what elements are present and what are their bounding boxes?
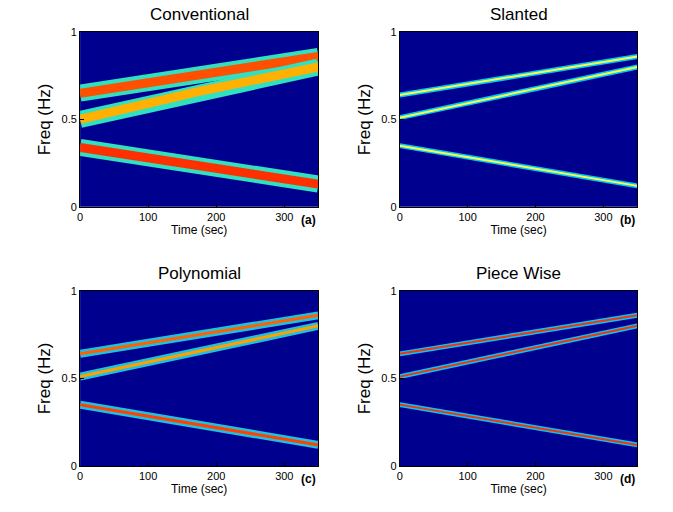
svg-text:100: 100 bbox=[139, 211, 157, 223]
svg-text:0: 0 bbox=[390, 460, 396, 472]
svg-text:0: 0 bbox=[397, 211, 403, 223]
svg-text:Freq (Hz): Freq (Hz) bbox=[355, 342, 374, 414]
svg-text:Slanted: Slanted bbox=[490, 5, 548, 24]
svg-text:200: 200 bbox=[526, 470, 544, 482]
svg-text:1: 1 bbox=[71, 26, 77, 38]
svg-text:100: 100 bbox=[139, 470, 157, 482]
svg-text:Time (sec): Time (sec) bbox=[171, 223, 227, 237]
svg-text:1: 1 bbox=[71, 285, 77, 297]
svg-text:0.5: 0.5 bbox=[381, 372, 396, 384]
svg-text:(a): (a) bbox=[301, 213, 316, 227]
svg-text:300: 300 bbox=[275, 470, 293, 482]
svg-text:0.5: 0.5 bbox=[381, 113, 396, 125]
svg-text:Time (sec): Time (sec) bbox=[490, 482, 546, 496]
svg-text:Freq (Hz): Freq (Hz) bbox=[35, 84, 54, 156]
svg-text:(d): (d) bbox=[620, 472, 635, 486]
svg-text:0: 0 bbox=[71, 201, 77, 213]
svg-text:0: 0 bbox=[77, 470, 83, 482]
svg-text:Piece Wise: Piece Wise bbox=[476, 264, 561, 283]
svg-text:0: 0 bbox=[397, 470, 403, 482]
svg-text:300: 300 bbox=[275, 211, 293, 223]
svg-text:0.5: 0.5 bbox=[62, 372, 77, 384]
svg-text:Time (sec): Time (sec) bbox=[171, 482, 227, 496]
svg-text:300: 300 bbox=[594, 470, 612, 482]
svg-text:Conventional: Conventional bbox=[150, 5, 249, 24]
svg-text:300: 300 bbox=[594, 211, 612, 223]
svg-text:100: 100 bbox=[458, 470, 476, 482]
svg-text:Polynomial: Polynomial bbox=[158, 264, 241, 283]
svg-text:0: 0 bbox=[77, 211, 83, 223]
svg-text:200: 200 bbox=[526, 211, 544, 223]
svg-text:200: 200 bbox=[207, 470, 225, 482]
svg-text:Time (sec): Time (sec) bbox=[490, 223, 546, 237]
svg-text:200: 200 bbox=[207, 211, 225, 223]
svg-text:0: 0 bbox=[71, 460, 77, 472]
svg-text:1: 1 bbox=[390, 285, 396, 297]
svg-text:Freq (Hz): Freq (Hz) bbox=[355, 84, 374, 156]
svg-text:1: 1 bbox=[390, 26, 396, 38]
svg-text:(c): (c) bbox=[301, 472, 316, 486]
svg-text:Freq (Hz): Freq (Hz) bbox=[35, 342, 54, 414]
svg-text:(b): (b) bbox=[620, 213, 635, 227]
svg-text:100: 100 bbox=[458, 211, 476, 223]
svg-text:0: 0 bbox=[390, 201, 396, 213]
svg-text:0.5: 0.5 bbox=[62, 113, 77, 125]
